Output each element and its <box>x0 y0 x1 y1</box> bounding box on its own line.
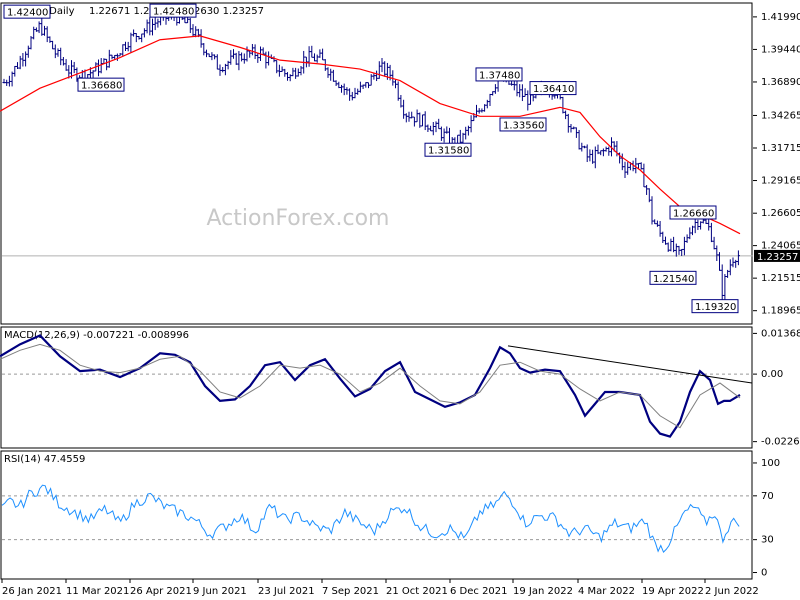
macd-y-tick-label: 0.013686 <box>761 328 800 339</box>
watermark: ActionForex.com <box>207 206 390 231</box>
price-annotation-label: 1.36410 <box>533 84 574 95</box>
x-tick-label: 21 Oct 2021 <box>386 586 448 597</box>
macd-line <box>0 334 741 438</box>
price-annotation: 1.36680 <box>77 77 125 92</box>
price-y-tick-label: 1.29165 <box>761 176 800 187</box>
rsi-y-tick-label: 30 <box>761 535 774 546</box>
rsi-y-tick-label: 100 <box>761 458 780 469</box>
price-y-tick-label: 1.18965 <box>761 306 800 317</box>
price-annotation-label: 1.26660 <box>673 208 714 219</box>
x-tick-label: 26 Jan 2021 <box>2 586 62 597</box>
price-y-axis: 1.41990 1.39440 1.36890 1.34265 1.31715 1.291… <box>2 12 800 317</box>
current-price-box <box>754 249 800 262</box>
price-annotation-label: 1.33560 <box>503 120 544 131</box>
current-price-label: 1.23257 <box>757 252 798 263</box>
price-panel-frame <box>0 2 753 325</box>
price-annotation: 1.31580 <box>424 142 472 157</box>
price-annotation: 1.37480 <box>475 67 523 82</box>
price-annotation-label: 1.42480 <box>153 7 194 18</box>
price-y-tick-label: 1.26605 <box>761 208 800 219</box>
price-y-tick-label: 1.36890 <box>761 77 800 88</box>
rsi-series <box>1 484 740 554</box>
rsi-header: RSI(14) 47.4559 <box>4 454 85 465</box>
price-annotation: 1.33560 <box>499 117 547 131</box>
macd-panel-frame <box>0 326 753 449</box>
price-annotation: 1.26660 <box>669 205 717 220</box>
x-tick-label: 23 Jul 2021 <box>258 586 315 597</box>
price-annotation-label: 1.19320 <box>695 302 736 313</box>
price-series <box>0 7 741 302</box>
macd-trendline <box>507 345 753 384</box>
macd-y-tick-label: -0.022698 <box>761 437 800 448</box>
price-annotations: 1.42400 1.42480 1.36680 1.37480 1.36410 1.335… <box>3 3 739 314</box>
x-tick-label: 6 Dec 2021 <box>450 586 508 597</box>
price-y-tick-label: 1.21515 <box>761 273 800 284</box>
rsi-y-tick-label: 70 <box>761 491 774 502</box>
macd-y-axis: 0.013686 0.00 -0.022698 <box>2 328 800 448</box>
moving-average-line <box>0 35 741 235</box>
price-y-tick-label: 1.24065 <box>761 241 800 252</box>
rsi-y-axis: 100 70 30 0 <box>2 458 780 579</box>
price-annotation: 1.36410 <box>529 81 577 96</box>
rsi-line <box>1 484 740 554</box>
macd-series <box>0 334 753 438</box>
x-axis: 26 Jan 2021 11 Mar 2021 26 Apr 2021 9 Jun 2… <box>1 579 759 597</box>
rsi-y-tick-label: 0 <box>761 568 767 579</box>
price-annotation-label: 1.42400 <box>7 8 48 19</box>
price-annotation-label: 1.36680 <box>81 81 122 92</box>
price-y-tick-label: 1.41990 <box>761 12 800 23</box>
price-annotation: 1.21540 <box>649 270 697 285</box>
x-tick-label: 19 Jan 2022 <box>513 586 573 597</box>
price-annotation-label: 1.37480 <box>479 70 520 81</box>
x-tick-label: 2 Jun 2022 <box>705 586 759 597</box>
price-annotation: 1.42400 <box>3 4 51 19</box>
x-tick-label: 9 Jun 2021 <box>193 586 247 597</box>
x-tick-label: 26 Apr 2021 <box>130 586 192 597</box>
rsi-panel-frame <box>0 450 753 580</box>
ohlc-bar <box>736 250 740 266</box>
macd-y-tick-label: 0.00 <box>761 369 783 380</box>
x-tick-label: 7 Sep 2021 <box>322 586 379 597</box>
price-y-tick-label: 1.39440 <box>761 44 800 55</box>
price-annotation: 1.19320 <box>691 299 739 314</box>
macd-signal-line <box>0 343 741 429</box>
x-tick-label: 4 Mar 2022 <box>578 586 635 597</box>
macd-header: MACD(12,26,9) -0.007221 -0.008996 <box>4 330 189 341</box>
price-annotation: 1.42480 <box>149 3 197 18</box>
x-tick-label: 19 Apr 2022 <box>642 586 704 597</box>
x-tick-label: 11 Mar 2021 <box>66 586 129 597</box>
price-y-tick-label: 1.34265 <box>761 110 800 121</box>
price-annotation-label: 1.21540 <box>653 274 694 285</box>
price-y-tick-label: 1.31715 <box>761 143 800 154</box>
price-annotation-label: 1.31580 <box>428 146 469 157</box>
